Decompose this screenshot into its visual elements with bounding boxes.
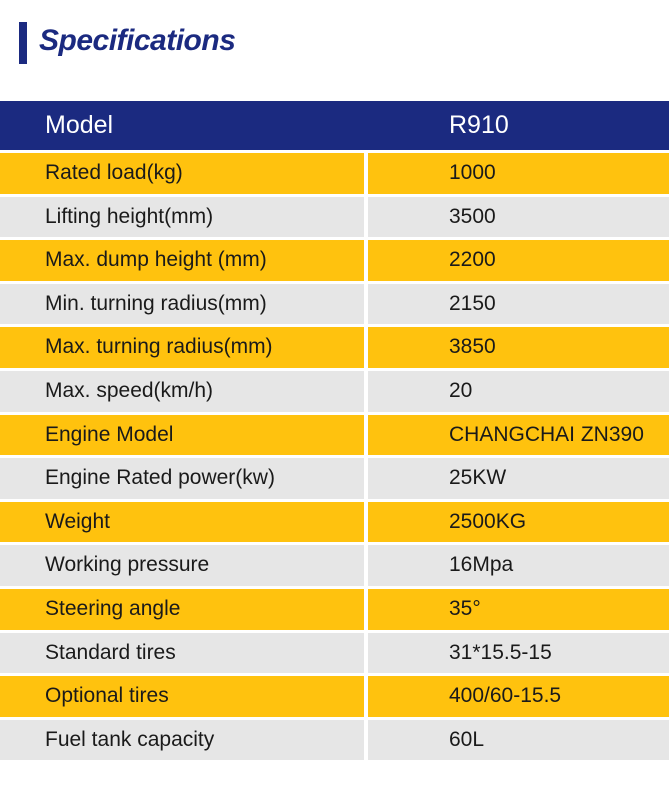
spec-label: Rated load(kg) xyxy=(0,153,364,194)
spec-value: 400/60-15.5 xyxy=(368,676,669,717)
table-row: Fuel tank capacity 60L xyxy=(0,719,669,761)
spec-value: 2500KG xyxy=(368,501,669,543)
spec-label: Max. turning radius(mm) xyxy=(0,327,364,368)
spec-value: 2150 xyxy=(368,283,669,325)
spec-label: Engine Model xyxy=(0,414,364,456)
table-row: Min. turning radius(mm) 2150 xyxy=(0,283,669,325)
spec-label: Working pressure xyxy=(0,545,364,586)
spec-value: 31*15.5-15 xyxy=(368,632,669,674)
spec-value: 35° xyxy=(368,588,669,630)
spec-value: 16Mpa xyxy=(368,545,669,586)
spec-label: Steering angle xyxy=(0,588,364,630)
spec-value: CHANGCHAI ZN390 xyxy=(368,414,669,456)
spec-value: 3500 xyxy=(368,196,669,238)
spec-label: Lifting height(mm) xyxy=(0,196,364,238)
page-title: Specifications xyxy=(39,24,236,57)
spec-label: Max. dump height (mm) xyxy=(0,240,364,281)
table-row: Weight 2500KG xyxy=(0,501,669,543)
spec-value: 20 xyxy=(368,370,669,412)
table-row: Max. dump height (mm) 2200 xyxy=(0,240,669,281)
table-row: Max. turning radius(mm) 3850 xyxy=(0,327,669,368)
table-header: Model R910 xyxy=(0,101,669,150)
spec-value: 25KW xyxy=(368,458,669,499)
header-value: R910 xyxy=(449,111,509,139)
table-row: Engine Rated power(kw) 25KW xyxy=(0,458,669,499)
spec-label: Weight xyxy=(0,501,364,543)
table-row: Max. speed(km/h) 20 xyxy=(0,370,669,412)
spec-value: 1000 xyxy=(368,153,669,194)
header-label: Model xyxy=(45,111,114,139)
table-row: Steering angle 35° xyxy=(0,588,669,630)
table-row: Working pressure 16Mpa xyxy=(0,545,669,586)
spec-label: Min. turning radius(mm) xyxy=(0,283,364,325)
table-row: Rated load(kg) 1000 xyxy=(0,153,669,194)
title-accent-bar xyxy=(19,22,27,64)
spec-value: 60L xyxy=(368,719,669,761)
spec-label: Standard tires xyxy=(0,632,364,674)
table-row: Engine Model CHANGCHAI ZN390 xyxy=(0,414,669,456)
spec-value: 3850 xyxy=(368,327,669,368)
table-row: Lifting height(mm) 3500 xyxy=(0,196,669,238)
spec-value: 2200 xyxy=(368,240,669,281)
spec-label: Fuel tank capacity xyxy=(0,719,364,761)
spec-label: Max. speed(km/h) xyxy=(0,370,364,412)
spec-label: Optional tires xyxy=(0,676,364,717)
table-row: Standard tires 31*15.5-15 xyxy=(0,632,669,674)
spec-table: Rated load(kg) 1000 Lifting height(mm) 3500… xyxy=(0,153,669,763)
spec-label: Engine Rated power(kw) xyxy=(0,458,364,499)
table-row: Optional tires 400/60-15.5 xyxy=(0,676,669,717)
